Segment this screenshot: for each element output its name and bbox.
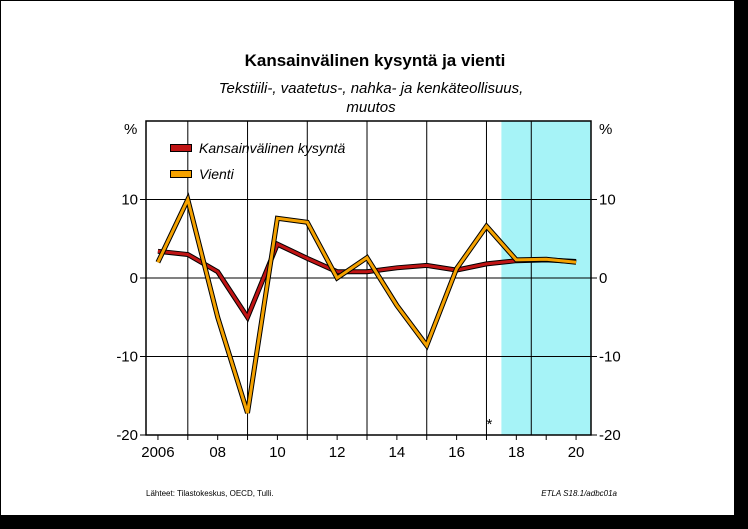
series-line-demand bbox=[157, 242, 577, 321]
forecast-marker: * bbox=[487, 416, 493, 433]
y-axis-unit-right: % bbox=[599, 121, 612, 138]
chart-title: Kansainvälinen kysyntä ja vienti bbox=[245, 51, 506, 70]
axes bbox=[140, 120, 597, 440]
x-tick-label: 10 bbox=[269, 444, 286, 461]
y-tick-label-left: 0 bbox=[130, 270, 138, 287]
x-tick-label: 14 bbox=[389, 444, 406, 461]
x-tick-label: 08 bbox=[209, 444, 226, 461]
y-tick-label-left: 10 bbox=[121, 192, 138, 209]
legend-swatch-demand bbox=[171, 145, 191, 151]
legend-label-exports: Vienti bbox=[199, 166, 235, 182]
y-tick-label-right: -10 bbox=[599, 349, 621, 366]
x-tick-label: 12 bbox=[329, 444, 346, 461]
y-tick-label-right: -20 bbox=[599, 427, 621, 444]
y-tick-label-left: -20 bbox=[116, 427, 138, 444]
x-tick-label: 16 bbox=[448, 444, 465, 461]
x-tick-label: 20 bbox=[568, 444, 585, 461]
chart-subtitle-line1: Tekstiili-, vaatetus-, nahka- ja kenkäte… bbox=[219, 80, 524, 97]
chart-frame: Kansainvälinen kysyntä ja vienti Tekstii… bbox=[0, 0, 735, 516]
x-tick-label: 18 bbox=[508, 444, 525, 461]
grid-lines bbox=[146, 121, 591, 435]
chart-subtitle-line2: muutos bbox=[346, 99, 396, 116]
legend-label-demand: Kansainvälinen kysyntä bbox=[199, 140, 346, 156]
chart: Kansainvälinen kysyntä ja vienti Tekstii… bbox=[116, 51, 620, 498]
legend-swatch-exports bbox=[171, 171, 191, 177]
series-lines bbox=[155, 192, 577, 414]
footer-sources: Lähteet: Tilastokeskus, OECD, Tulli. bbox=[146, 489, 274, 498]
y-tick-label-left: -10 bbox=[116, 349, 138, 366]
series-line-exports bbox=[156, 195, 577, 414]
x-tick-label: 2006 bbox=[141, 444, 174, 461]
y-axis-unit-left: % bbox=[124, 121, 137, 138]
legend: Kansainvälinen kysyntä Vienti bbox=[170, 140, 346, 182]
y-tick-label-right: 10 bbox=[599, 192, 616, 209]
footer-code: ETLA S18.1/adbc01a bbox=[541, 489, 617, 498]
y-tick-label-right: 0 bbox=[599, 270, 607, 287]
